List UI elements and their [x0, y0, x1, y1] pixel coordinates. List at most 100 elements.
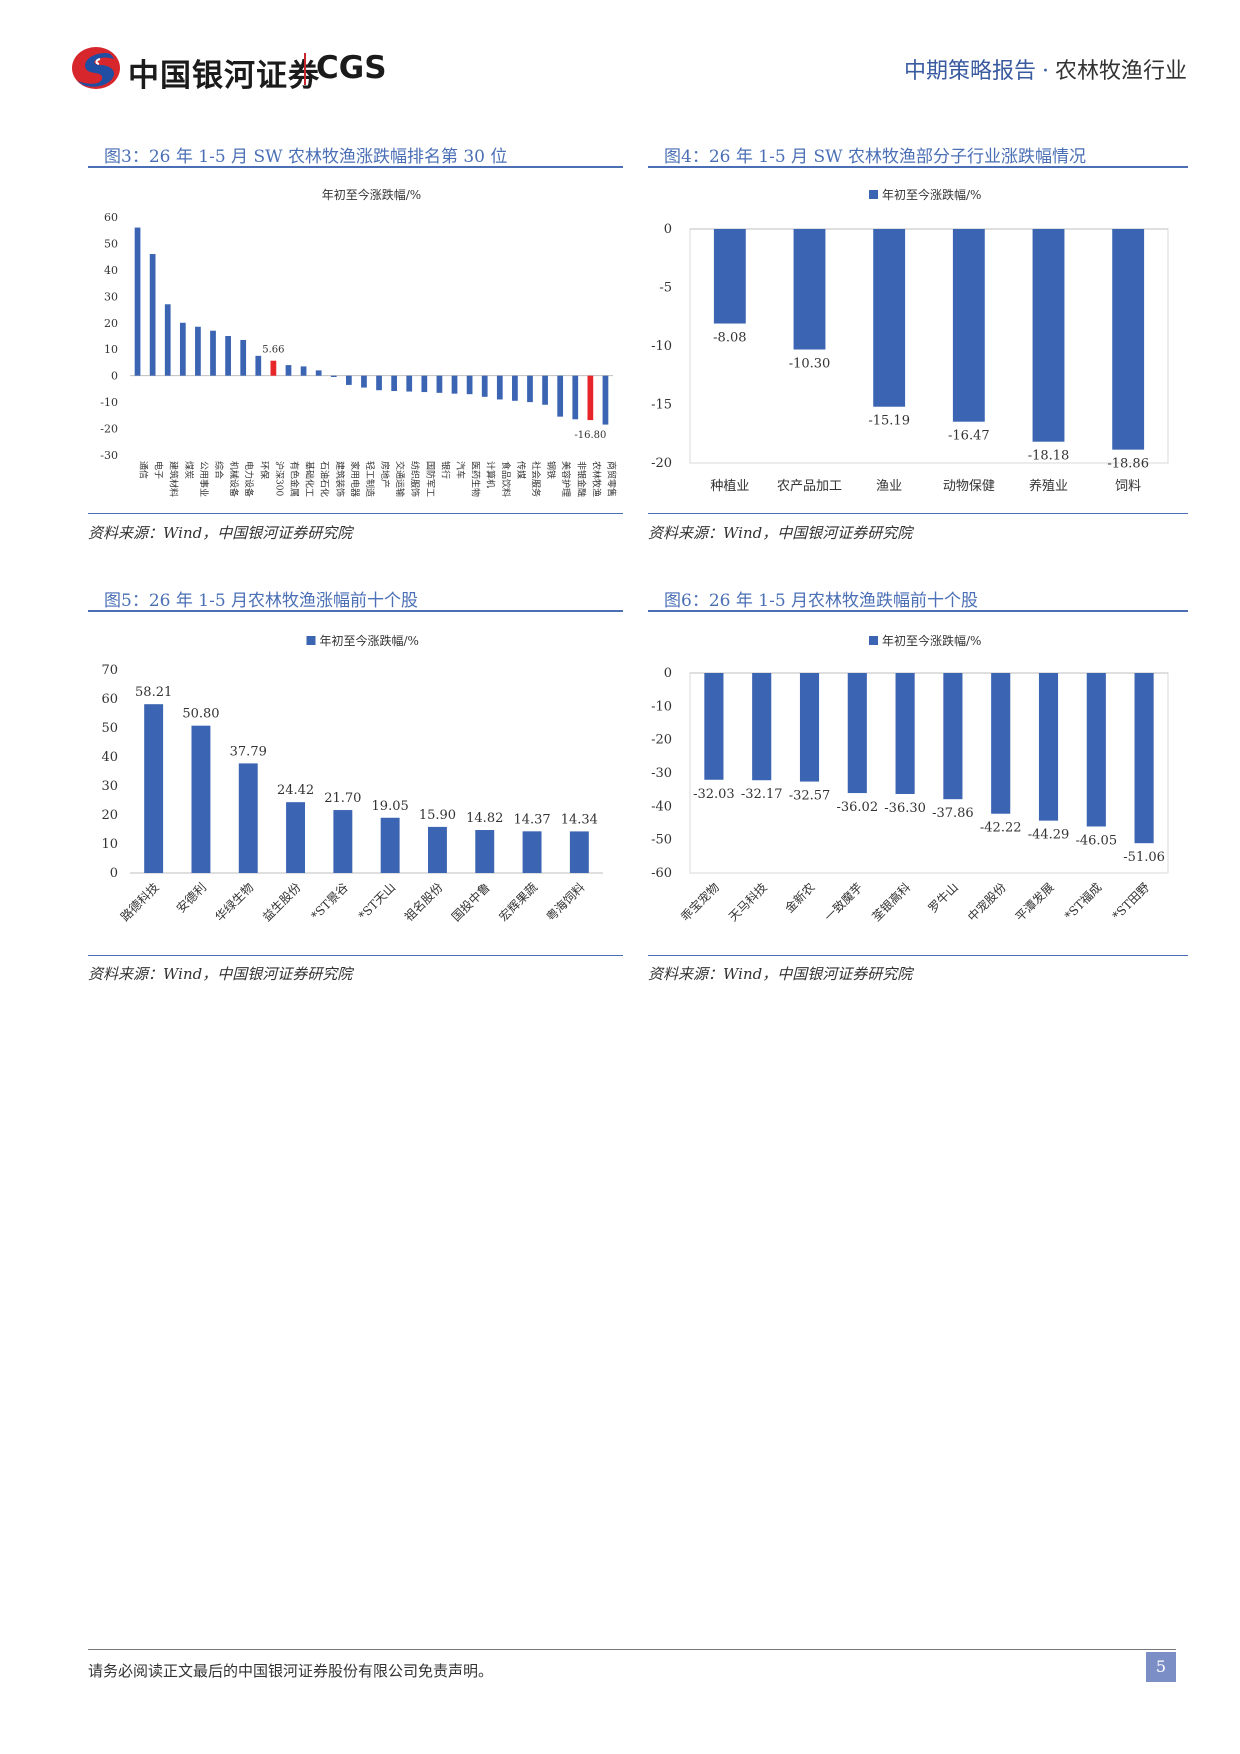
bar [210, 330, 216, 376]
y-tick-label: 0 [110, 866, 118, 881]
bar [704, 673, 724, 780]
y-tick-label: 0 [664, 666, 672, 681]
figure-5-bottom-rule [88, 955, 623, 956]
figure-6-top-rule [648, 610, 1188, 612]
bar [195, 326, 201, 376]
category-label: 农林牧渔 [590, 461, 602, 497]
category-label: 公用事业 [198, 461, 210, 497]
category-label: 环保 [258, 461, 270, 479]
bar [134, 227, 141, 376]
y-tick-label: -20 [100, 423, 118, 436]
y-tick-label: 60 [104, 211, 118, 224]
figure-5-chart: 年初至今涨跌幅/% 70 60 50 40 30 20 10 0 58.21 路德科技 50.80 安德… [101, 633, 603, 925]
bar [285, 365, 292, 376]
bar [391, 375, 398, 392]
data-label: -42.22 [980, 821, 1022, 836]
y-tick-label: 40 [104, 264, 118, 277]
bar [436, 375, 443, 393]
category-label: 祖名股份 [401, 880, 446, 925]
category-label: 机械设备 [228, 461, 240, 497]
category-label: 银行 [439, 461, 451, 479]
bar [873, 229, 906, 407]
legend-label: 年初至今涨跌幅/% [882, 187, 981, 202]
bar [481, 375, 488, 397]
header-dot: · [1041, 59, 1049, 84]
y-tick-label: 30 [101, 779, 118, 794]
bar [376, 375, 382, 391]
bar [300, 366, 307, 376]
bar [1112, 229, 1145, 450]
category-label: 农产品加工 [777, 479, 842, 494]
category-label: 食品饮料 [500, 461, 512, 497]
chart-title: 年初至今涨跌幅/% [322, 187, 421, 202]
category-label: 饲料 [1115, 479, 1141, 494]
y-tick-label: 20 [104, 317, 118, 330]
industry-name: 农林牧渔行业 [1054, 59, 1187, 84]
legend-swatch [869, 636, 878, 645]
category-label: 纺织服饰 [409, 461, 421, 497]
figure-5-top-rule [88, 610, 623, 612]
bar [943, 673, 963, 800]
bar [475, 830, 495, 873]
figure-3-title: 图3：26 年 1-5 月 SW 农林牧渔涨跌幅排名第 30 位 [104, 147, 508, 167]
bar [345, 375, 352, 385]
bar [380, 817, 400, 873]
bar [522, 831, 542, 873]
y-tick-label: 0 [664, 222, 672, 237]
figure-4-bottom-rule [648, 513, 1188, 514]
category-label: 种植业 [710, 479, 749, 494]
bar [793, 229, 826, 350]
bar [179, 322, 186, 376]
y-tick-label: 60 [101, 692, 118, 707]
data-label: -36.30 [884, 801, 926, 816]
data-label: 5.66 [262, 345, 284, 356]
category-label: 沪深300 [273, 461, 285, 496]
bar [752, 673, 772, 781]
figure-5-source: 资料来源：Wind，中国银河证券研究院 [88, 965, 353, 983]
report-type: 中期策略报告 [903, 59, 1036, 84]
bar [572, 375, 579, 420]
data-label: 24.42 [277, 783, 314, 798]
bar [847, 673, 867, 794]
category-label: 平潭发展 [1012, 880, 1057, 925]
bar [315, 370, 322, 376]
figure-5-title: 图5：26 年 1-5 月农林牧渔涨幅前十个股 [104, 591, 419, 611]
bar [1032, 229, 1065, 442]
bar [240, 339, 247, 376]
data-label: -32.17 [741, 787, 783, 802]
data-label: -51.06 [1123, 850, 1165, 865]
category-label: 动物保健 [943, 479, 995, 494]
y-tick-label: -30 [651, 766, 672, 781]
category-label: 医药生物 [470, 461, 482, 497]
category-label: 计算机 [485, 461, 497, 488]
legend-swatch [869, 190, 878, 199]
category-label: 罗牛山 [925, 880, 961, 916]
data-label: 14.37 [513, 812, 550, 827]
category-label: 通信 [138, 461, 150, 479]
data-label: 58.21 [135, 685, 172, 700]
category-label: *ST田野 [1110, 880, 1153, 923]
bar [587, 375, 594, 421]
category-label: 一致魔芋 [821, 880, 866, 925]
data-label: -44.29 [1028, 828, 1070, 843]
bar [191, 725, 211, 873]
category-label: 华绿生物 [212, 880, 257, 925]
bar [164, 304, 171, 376]
y-tick-label: 70 [101, 663, 118, 678]
bar [286, 802, 306, 873]
category-label: 商贸零售 [605, 461, 617, 497]
bar [144, 704, 164, 873]
category-label: 电子 [153, 461, 165, 479]
data-label: 21.70 [324, 791, 361, 806]
bar [225, 336, 231, 376]
data-label: -8.08 [713, 331, 746, 346]
bar [421, 375, 428, 393]
bar [149, 254, 156, 376]
category-label: 家用电器 [349, 461, 361, 497]
bar [451, 375, 458, 394]
bar [895, 673, 915, 794]
category-label: 钢铁 [545, 461, 557, 479]
brand-divider [304, 53, 306, 85]
footer-rule [88, 1649, 1176, 1650]
data-label: 15.90 [419, 808, 456, 823]
